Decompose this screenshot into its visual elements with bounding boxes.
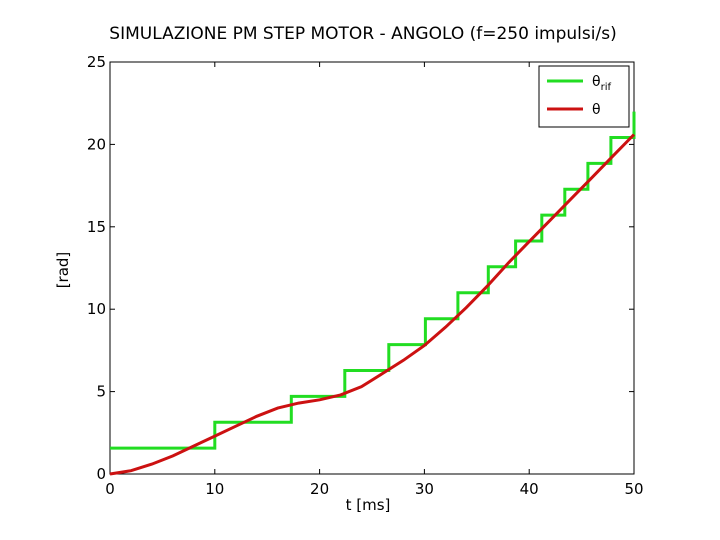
x-axis-label: t [ms] [346, 496, 391, 514]
y-tick-label: 5 [96, 383, 106, 401]
series-line-theta-rif [110, 111, 636, 450]
y-tick-label: 0 [96, 465, 106, 483]
axis-ticks [109, 61, 635, 475]
legend: θrif θ [538, 65, 630, 128]
axis-tick-labels: 0 10 20 30 40 50 0 5 10 15 20 25 [87, 53, 644, 498]
x-tick-label: 40 [520, 480, 539, 498]
series-layer [109, 111, 636, 476]
series-line-theta [109, 133, 636, 476]
legend-label: θrif [592, 74, 611, 93]
y-tick-label: 25 [87, 53, 106, 71]
y-tick-label: 15 [87, 218, 106, 236]
y-tick-label: 20 [87, 135, 106, 153]
x-tick-label: 20 [310, 480, 329, 498]
x-tick-label: 30 [415, 480, 434, 498]
x-tick-label: 50 [624, 480, 643, 498]
chart-title: SIMULAZIONE PM STEP MOTOR - ANGOLO (f=25… [109, 24, 616, 44]
y-tick-label: 10 [87, 300, 106, 318]
legend-label: θ [592, 102, 601, 118]
x-tick-label: 10 [205, 480, 224, 498]
y-axis-label: [rad] [54, 252, 72, 289]
legend-box [538, 65, 630, 128]
plot-frame [109, 61, 635, 475]
x-tick-label: 0 [105, 480, 115, 498]
